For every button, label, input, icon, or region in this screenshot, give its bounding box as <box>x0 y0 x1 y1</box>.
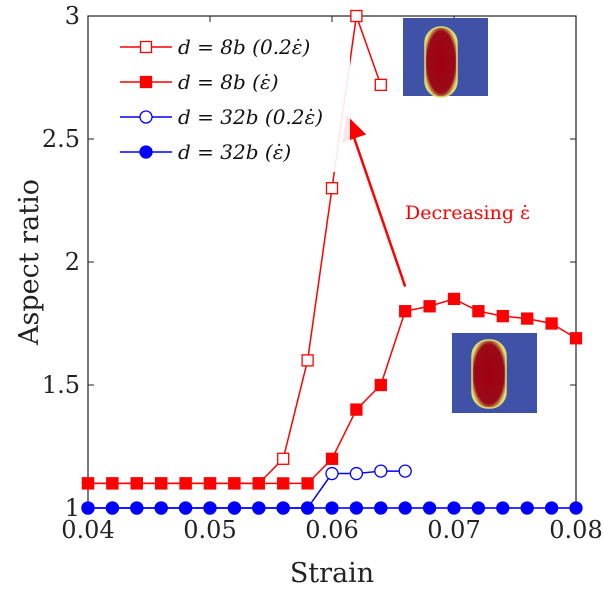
y-tick-label: 1 <box>65 494 80 522</box>
legend-marker <box>139 145 153 159</box>
legend-entry: d = 8b (0.2ε̇) <box>120 35 310 59</box>
data-point <box>276 501 290 515</box>
data-point <box>325 182 339 195</box>
data-point <box>423 300 436 313</box>
y-tick-label: 2 <box>65 248 80 276</box>
data-point <box>203 477 217 490</box>
data-point <box>350 403 363 416</box>
legend-marker <box>139 40 153 54</box>
data-point <box>545 317 558 330</box>
legend-label: d = 8b (0.2ε̇) <box>178 35 310 59</box>
data-point <box>106 477 119 490</box>
data-point <box>569 332 583 345</box>
y-tick-label: 3 <box>65 2 80 30</box>
legend-label: d = 32b (0.2ε̇) <box>178 105 323 129</box>
data-point <box>398 501 412 515</box>
data-point <box>105 501 120 515</box>
x-tick-labels: 0.04 0.05 0.06 0.07 0.08 <box>61 516 602 544</box>
inset-grain-image-bottom <box>452 333 537 413</box>
x-tick-label: 0.04 <box>61 516 114 544</box>
data-point <box>252 501 266 515</box>
data-point <box>228 477 241 490</box>
legend-entry: d = 32b (0.2ε̇) <box>120 105 323 129</box>
data-point <box>472 305 485 318</box>
data-point <box>130 501 144 515</box>
data-point <box>374 501 388 515</box>
annotation-decreasing-rate: Decreasing ε̇ <box>405 202 530 224</box>
x-tick-label: 0.05 <box>183 516 236 544</box>
data-point <box>374 378 387 392</box>
data-point <box>301 477 314 490</box>
data-point <box>399 305 412 318</box>
y-tick-label: 2.5 <box>42 125 80 153</box>
data-point <box>301 354 314 367</box>
data-point <box>154 501 168 515</box>
legend: d = 8b (0.2ε̇) d = 8b (ε̇) d = 32b (0.2ε̇)… <box>110 24 350 172</box>
legend-label: d = 32b (ε̇) <box>178 140 291 164</box>
legend-entry: d = 32b (ε̇) <box>120 140 291 164</box>
data-point <box>569 501 583 515</box>
data-point <box>398 464 412 478</box>
y-axis-title: Aspect ratio <box>14 179 45 346</box>
data-point <box>496 309 509 323</box>
data-point <box>325 452 339 465</box>
data-point <box>349 501 364 515</box>
series-1 <box>81 292 583 490</box>
data-point <box>350 9 363 23</box>
data-point <box>325 466 339 481</box>
data-point <box>203 501 217 515</box>
legend-label: d = 8b (ε̇) <box>178 70 279 94</box>
data-point <box>179 477 192 490</box>
data-point <box>81 477 95 490</box>
x-axis-title: Strain <box>290 558 374 589</box>
annotation-arrow <box>342 114 407 288</box>
data-point <box>155 477 168 490</box>
inset-grain-image-top <box>403 18 488 98</box>
data-point <box>277 477 290 490</box>
data-point <box>227 501 242 515</box>
data-point <box>81 501 95 515</box>
data-point <box>496 501 510 515</box>
data-point <box>520 501 534 515</box>
data-point <box>277 452 290 465</box>
legend-marker <box>139 75 153 89</box>
legend-entry: d = 8b (ε̇) <box>120 70 279 94</box>
data-point <box>374 464 388 478</box>
data-point <box>447 501 461 515</box>
data-point <box>374 78 387 92</box>
y-tick-labels: 1 1.5 2 2.5 3 <box>42 2 80 522</box>
data-point <box>521 312 534 325</box>
data-point <box>471 501 486 515</box>
x-tick-label: 0.07 <box>427 516 480 544</box>
legend-marker <box>139 110 153 124</box>
x-tick-label: 0.08 <box>549 516 602 544</box>
x-tick-label: 0.06 <box>305 516 358 544</box>
data-point <box>130 477 143 490</box>
series-layer <box>81 9 583 515</box>
data-point <box>252 477 265 490</box>
data-point <box>544 501 559 515</box>
data-point <box>178 501 193 515</box>
data-point <box>422 501 437 515</box>
data-point <box>300 501 315 515</box>
y-tick-label: 1.5 <box>42 371 80 399</box>
data-point <box>447 292 461 306</box>
data-point <box>325 501 339 515</box>
data-point <box>349 466 364 481</box>
series-3 <box>81 501 583 515</box>
